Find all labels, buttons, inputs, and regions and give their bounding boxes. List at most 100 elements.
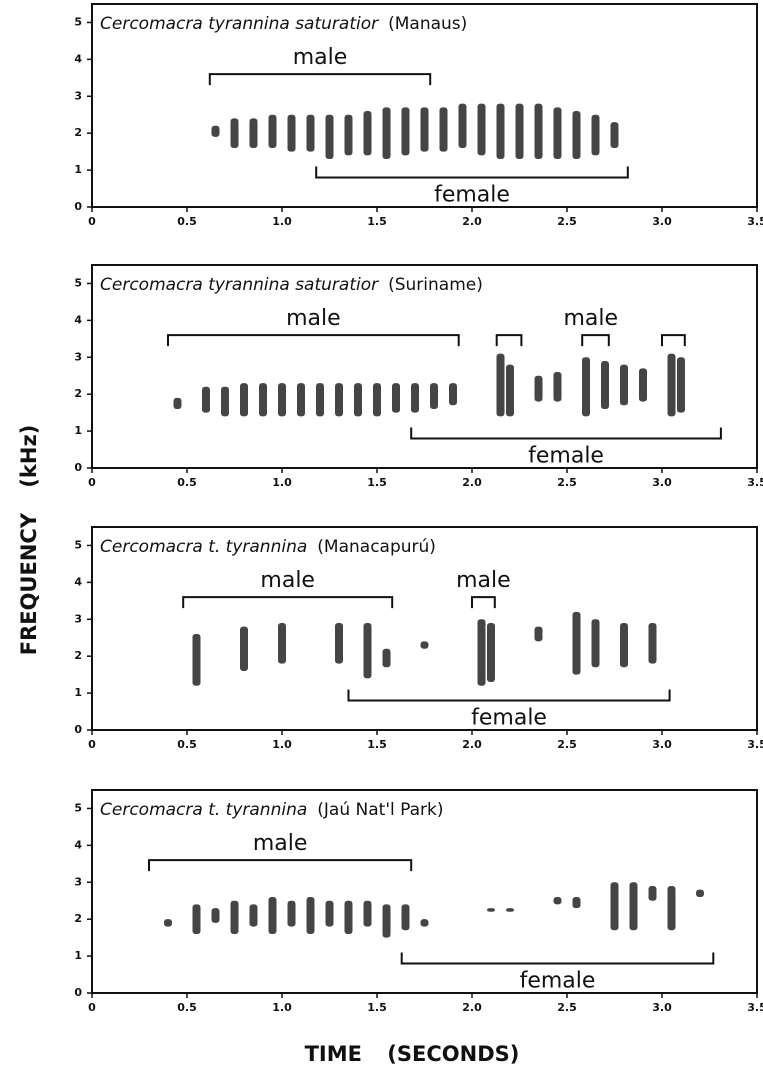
syllable bbox=[164, 919, 172, 927]
y-tick-label: 5 bbox=[74, 15, 82, 28]
syllable bbox=[553, 107, 562, 160]
syllable bbox=[392, 383, 400, 413]
x-tick-label: 1.0 bbox=[272, 1001, 292, 1014]
syllable bbox=[610, 882, 619, 931]
syllable bbox=[534, 626, 543, 642]
species-name: Cercomacra tyrannina saturatior bbox=[100, 275, 379, 295]
locality: (Manaus) bbox=[388, 14, 467, 34]
x-tick-label: 0.5 bbox=[177, 476, 197, 489]
syllable bbox=[316, 383, 324, 417]
syllable bbox=[553, 372, 562, 402]
syllable bbox=[335, 383, 343, 417]
syllable bbox=[496, 103, 505, 160]
syllable bbox=[639, 368, 647, 402]
x-tick-label: 0 bbox=[88, 476, 96, 489]
plot-frame bbox=[91, 3, 758, 208]
y-tick-label: 5 bbox=[74, 538, 82, 551]
syllable bbox=[582, 357, 590, 417]
bracket-label: female bbox=[434, 182, 510, 207]
syllable bbox=[591, 114, 600, 156]
bracket-label: female bbox=[471, 705, 547, 730]
syllable bbox=[354, 383, 362, 417]
bracket-label: male bbox=[563, 306, 618, 331]
syllable bbox=[629, 882, 638, 931]
syllable bbox=[278, 383, 286, 417]
y-tick-label: 0 bbox=[74, 986, 82, 999]
y-tick-label: 4 bbox=[74, 575, 82, 588]
syllable bbox=[601, 360, 609, 409]
y-tick-label: 1 bbox=[74, 424, 82, 437]
x-tick-label: 1.0 bbox=[272, 738, 292, 751]
species-name: Cercomacra t. tyrannina bbox=[100, 537, 307, 557]
y-tick-label: 1 bbox=[74, 686, 82, 699]
bracket-label: male bbox=[286, 306, 341, 331]
species-name: Cercomacra t. tyrannina bbox=[100, 800, 307, 820]
syllable bbox=[553, 897, 562, 905]
x-tick-label: 3.0 bbox=[652, 476, 672, 489]
syllable bbox=[420, 107, 429, 152]
bracket-label: male bbox=[456, 568, 511, 593]
syllable bbox=[268, 114, 277, 148]
panel-title: Cercomacra tyrannina saturatior (Manaus) bbox=[100, 14, 467, 34]
x-tick-label: 3.0 bbox=[652, 1001, 672, 1014]
y-tick-label: 3 bbox=[74, 612, 82, 625]
syllable bbox=[411, 383, 419, 413]
y-axis-title: FREQUENCY (kHz) bbox=[17, 425, 41, 656]
y-tick-label: 2 bbox=[74, 387, 82, 400]
syllable bbox=[287, 114, 296, 152]
syllable bbox=[401, 107, 410, 156]
syllable bbox=[696, 889, 704, 898]
bracket bbox=[208, 73, 432, 86]
y-tick-label: 1 bbox=[74, 163, 82, 176]
syllable bbox=[439, 107, 448, 152]
bracket bbox=[315, 166, 629, 179]
syllable bbox=[249, 904, 258, 927]
x-tick-label: 3.0 bbox=[652, 738, 672, 751]
x-tick-label: 3.5 bbox=[747, 1001, 763, 1014]
syllable bbox=[192, 634, 201, 686]
syllable bbox=[487, 908, 495, 912]
syllable bbox=[506, 908, 514, 912]
x-tick-label: 2.0 bbox=[462, 738, 482, 751]
bracket-label: male bbox=[253, 831, 308, 856]
syllable bbox=[534, 103, 543, 160]
species-name: Cercomacra tyrannina saturatior bbox=[100, 14, 379, 34]
x-tick-label: 2.5 bbox=[557, 476, 577, 489]
syllable bbox=[363, 900, 372, 927]
syllable bbox=[515, 103, 524, 160]
x-tick-label: 2.0 bbox=[462, 1001, 482, 1014]
plot-frame bbox=[91, 264, 758, 469]
syllable bbox=[648, 885, 657, 901]
x-axis-title: TIME (SECONDS) bbox=[305, 1042, 520, 1066]
panel-title: Cercomacra t. tyrannina (Manacapurú) bbox=[100, 537, 436, 557]
syllable bbox=[373, 383, 381, 417]
syllable bbox=[534, 375, 543, 402]
panel-title: Cercomacra t. tyrannina (Jaú Nat'l Park) bbox=[100, 800, 444, 820]
y-tick-label: 4 bbox=[74, 313, 82, 326]
syllable bbox=[487, 622, 495, 683]
syllable bbox=[420, 919, 429, 927]
bracket bbox=[148, 859, 413, 872]
x-tick-label: 0 bbox=[88, 215, 96, 228]
y-tick-label: 0 bbox=[74, 461, 82, 474]
syllable bbox=[259, 383, 267, 417]
syllable bbox=[192, 904, 201, 934]
y-tick-label: 1 bbox=[74, 949, 82, 962]
syllable bbox=[306, 897, 315, 934]
syllable bbox=[268, 897, 277, 934]
syllable bbox=[221, 386, 229, 417]
x-tick-label: 2.0 bbox=[462, 476, 482, 489]
x-tick-label: 2.5 bbox=[557, 738, 577, 751]
syllable bbox=[382, 648, 391, 668]
bracket bbox=[495, 334, 523, 347]
bracket bbox=[410, 427, 722, 440]
syllable bbox=[325, 900, 334, 927]
syllable bbox=[572, 897, 581, 909]
x-tick-label: 1.0 bbox=[272, 476, 292, 489]
syllable bbox=[477, 619, 486, 686]
syllable bbox=[620, 622, 628, 668]
y-tick-label: 2 bbox=[74, 912, 82, 925]
syllable bbox=[363, 622, 372, 679]
bracket-label: female bbox=[520, 968, 596, 993]
